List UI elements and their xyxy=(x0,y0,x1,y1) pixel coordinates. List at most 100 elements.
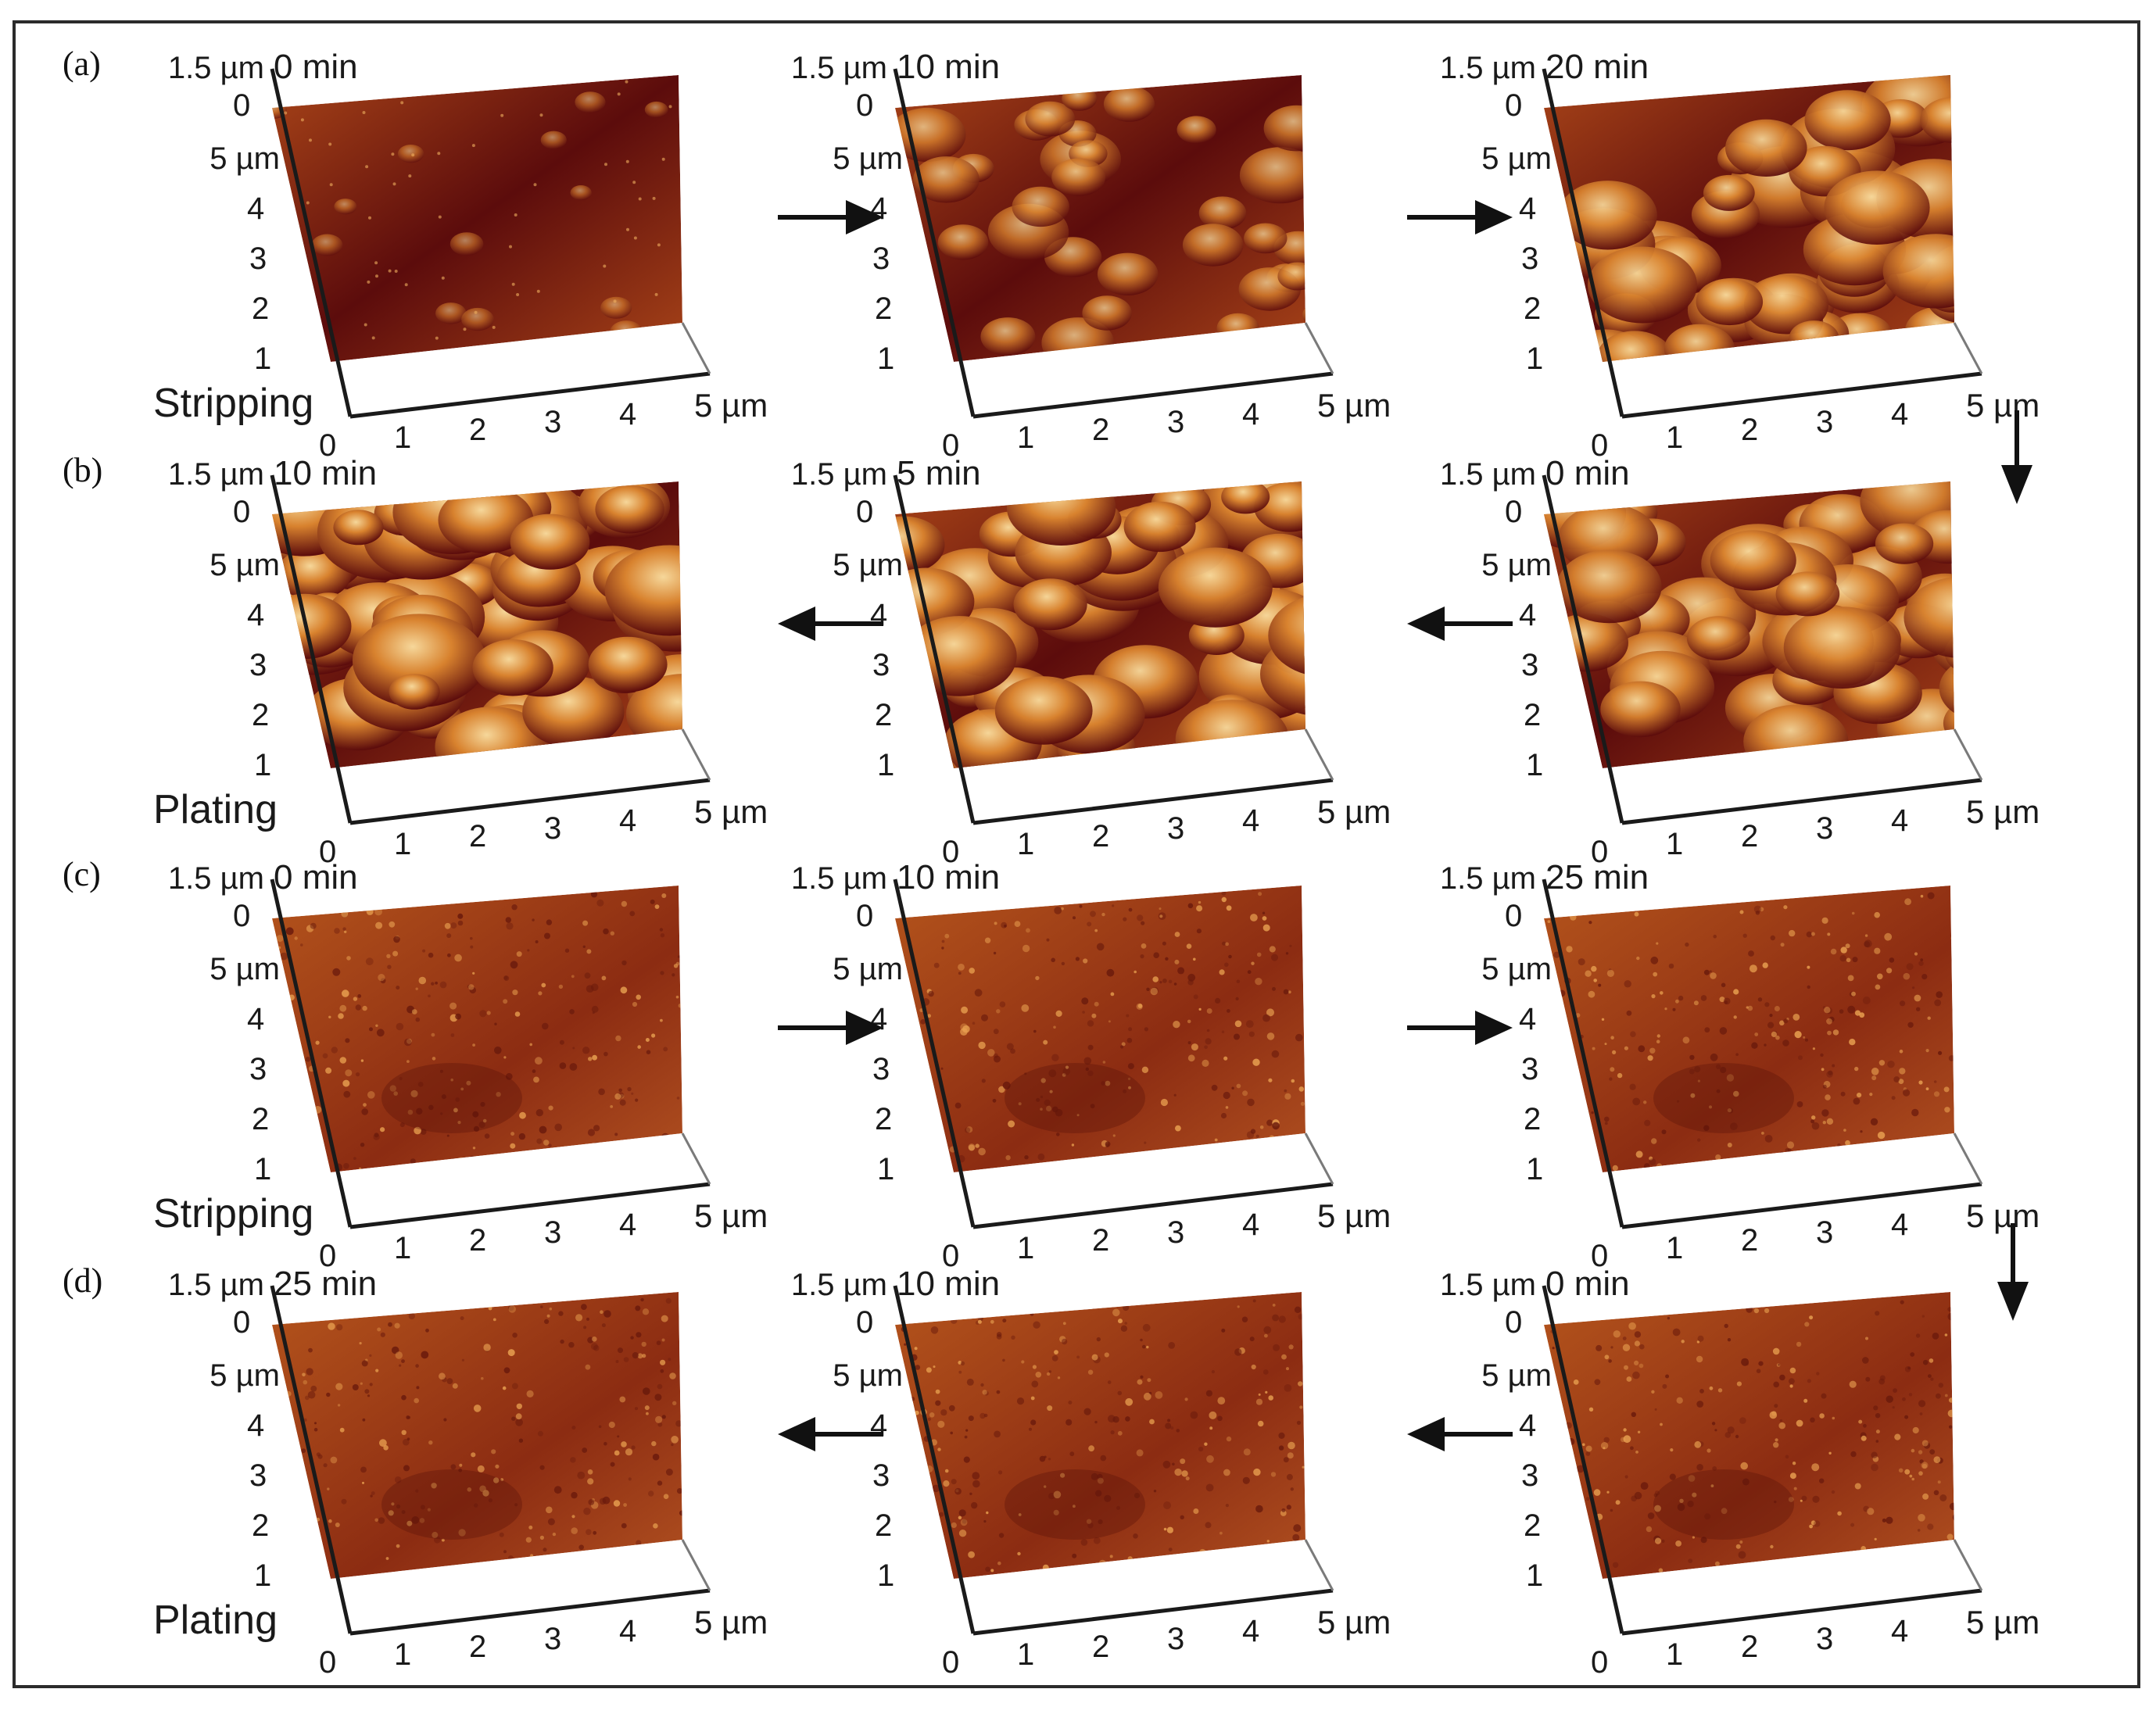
y-tick-label: 2 xyxy=(1524,1102,1541,1136)
y-tick-label: 1 xyxy=(877,748,894,782)
y-tick-label: 1 xyxy=(877,1558,894,1593)
y-axis-top-label: 5 µm xyxy=(833,1358,903,1393)
axis-frame xyxy=(893,878,1334,1229)
afm-surface xyxy=(895,481,1305,768)
x-tick-label: 2 xyxy=(1741,1630,1758,1664)
x-tick-label: 0 xyxy=(942,1239,959,1273)
x-tick-label: 2 xyxy=(1741,413,1758,447)
x-tick-label: 4 xyxy=(1242,1208,1259,1242)
y-tick-label: 2 xyxy=(252,292,269,326)
x-tick-label: 4 xyxy=(1242,803,1259,838)
process-label: Plating xyxy=(153,787,278,832)
time-label: 0 min xyxy=(1545,1265,1630,1303)
y-tick-label: 2 xyxy=(252,1508,269,1543)
z-axis-zero-label: 0 xyxy=(233,495,250,529)
time-label: 10 min xyxy=(274,454,377,492)
y-tick-label: 2 xyxy=(1524,292,1541,326)
z-axis-top-label: 1.5 µm xyxy=(168,457,264,492)
time-label: 10 min xyxy=(897,48,1000,86)
x-tick-label: 4 xyxy=(1891,1614,1908,1648)
panel-label: (b) xyxy=(63,451,102,489)
x-tick-label: 2 xyxy=(469,819,486,853)
y-tick-label: 3 xyxy=(872,1458,890,1493)
x-axis-end-label: 5 µm xyxy=(1317,1197,1391,1234)
z-axis-zero-label: 0 xyxy=(233,88,250,123)
y-tick-label: 1 xyxy=(254,1558,271,1593)
x-tick-label: 1 xyxy=(1666,1637,1683,1672)
x-tick-label: 1 xyxy=(394,1231,411,1265)
axis-frame xyxy=(270,878,711,1229)
x-tick-label: 2 xyxy=(1092,413,1109,447)
time-label: 10 min xyxy=(897,1265,1000,1303)
y-tick-label: 4 xyxy=(1519,191,1536,226)
z-axis-top-label: 1.5 µm xyxy=(1440,1268,1536,1302)
x-axis-end-label: 5 µm xyxy=(1317,387,1391,424)
z-axis-zero-label: 0 xyxy=(1505,1305,1522,1340)
y-axis-top-label: 5 µm xyxy=(1481,548,1552,582)
y-tick-label: 3 xyxy=(872,242,890,276)
y-axis-top-label: 5 µm xyxy=(1481,952,1552,986)
axis-frame xyxy=(270,1285,711,1636)
x-tick-label: 4 xyxy=(619,397,636,431)
x-tick-label: 3 xyxy=(544,1622,561,1656)
axis-frame xyxy=(1542,474,1983,825)
x-axis-end-label: 5 µm xyxy=(1966,1197,2040,1234)
z-axis-zero-label: 0 xyxy=(856,899,873,933)
z-axis-top-label: 1.5 µm xyxy=(791,457,887,492)
z-axis-top-label: 1.5 µm xyxy=(791,861,887,896)
x-tick-label: 1 xyxy=(1666,420,1683,455)
time-label: 20 min xyxy=(1545,48,1649,86)
x-tick-label: 2 xyxy=(1092,1630,1109,1664)
afm-surface xyxy=(272,1292,682,1579)
afm-surface xyxy=(895,75,1305,362)
x-axis-end-label: 5 µm xyxy=(694,1604,768,1641)
y-tick-label: 3 xyxy=(872,648,890,682)
y-tick-label: 2 xyxy=(875,292,892,326)
flow-arrow-down xyxy=(2001,410,2032,504)
afm-surface xyxy=(1544,75,1954,362)
x-axis-end-label: 5 µm xyxy=(1317,793,1391,830)
afm-surface xyxy=(272,75,682,362)
x-tick-label: 2 xyxy=(1092,1223,1109,1258)
x-tick-label: 0 xyxy=(942,1645,959,1680)
y-tick-label: 1 xyxy=(254,748,271,782)
z-axis-zero-label: 0 xyxy=(1505,88,1522,123)
y-tick-label: 3 xyxy=(872,1052,890,1086)
y-tick-label: 4 xyxy=(247,1002,264,1036)
x-tick-label: 0 xyxy=(942,428,959,463)
flow-arrow-down xyxy=(1997,1223,2029,1321)
y-tick-label: 3 xyxy=(249,1458,267,1493)
y-tick-label: 1 xyxy=(254,342,271,376)
y-tick-label: 3 xyxy=(249,1052,267,1086)
x-axis-end-label: 5 µm xyxy=(1966,387,2040,424)
y-tick-label: 1 xyxy=(1526,1558,1543,1593)
x-tick-label: 4 xyxy=(1891,803,1908,838)
x-tick-label: 1 xyxy=(1666,827,1683,861)
flow-arrow xyxy=(778,607,883,641)
x-tick-label: 1 xyxy=(1017,1637,1034,1672)
x-axis-end-label: 5 µm xyxy=(694,1197,768,1234)
flow-arrow xyxy=(1407,1417,1513,1451)
z-axis-zero-label: 0 xyxy=(233,899,250,933)
x-tick-label: 2 xyxy=(469,1630,486,1664)
y-tick-label: 2 xyxy=(875,1102,892,1136)
y-tick-label: 4 xyxy=(870,598,887,632)
figure-frame xyxy=(13,20,2140,1688)
flow-arrow xyxy=(1407,1011,1513,1045)
x-tick-label: 1 xyxy=(394,420,411,455)
afm-surface xyxy=(1544,1292,1954,1579)
x-tick-label: 2 xyxy=(1741,819,1758,853)
axis-frame xyxy=(270,474,711,825)
x-tick-label: 3 xyxy=(1816,1622,1833,1656)
y-axis-top-label: 5 µm xyxy=(1481,1358,1552,1393)
axis-frame xyxy=(1542,68,1983,419)
afm-surface xyxy=(272,481,682,768)
